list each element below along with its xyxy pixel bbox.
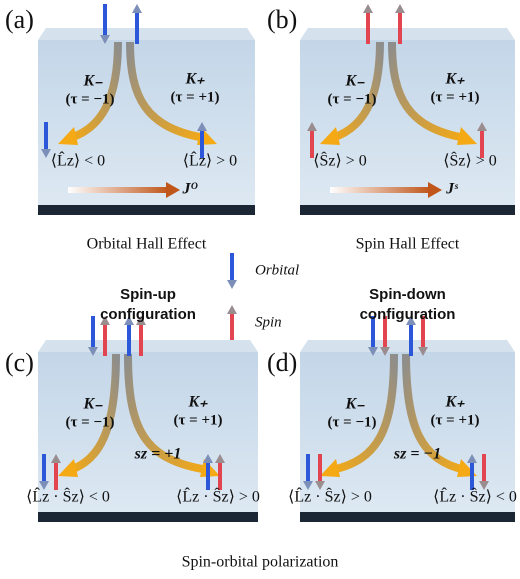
current-label: Jᴼ xyxy=(182,181,199,198)
slab-top xyxy=(38,340,258,352)
slab-top xyxy=(300,28,515,40)
result-right: ⟨Ŝz⟩ > 0 xyxy=(443,151,497,170)
panel-label: (a) xyxy=(5,5,34,34)
panel-caption: Spin Hall Effect xyxy=(356,236,460,253)
slab-top xyxy=(38,28,255,40)
spin-arrow-head xyxy=(227,280,237,289)
sz-label: sz = −1 xyxy=(393,446,441,463)
valley-right: K₊ xyxy=(444,394,465,411)
valley-left: K₋ xyxy=(344,396,365,413)
valley-left: K₋ xyxy=(82,73,103,90)
spin-arrow-head xyxy=(132,4,142,13)
panel: (a) K₋(τ = −1) K₊(τ = +1) ⟨L̂z⟩ < 0 ⟨L̂z⟩ > … xyxy=(5,4,255,253)
panel-label: (c) xyxy=(5,348,34,377)
panel: (b) K₋(τ = −1) K₊(τ = +1) ⟨Ŝz⟩ > 0 ⟨Ŝz⟩ > 0 J… xyxy=(267,4,515,253)
legend-spin: Spin xyxy=(255,314,282,330)
legend-orbital: Orbital xyxy=(255,262,299,278)
current-arrow xyxy=(68,187,168,193)
panel-heading: configuration xyxy=(360,306,456,323)
valley-left: K₋ xyxy=(82,396,103,413)
tau-left: (τ = −1) xyxy=(66,91,115,107)
panel-heading: configuration xyxy=(100,306,196,323)
valley-right: K₊ xyxy=(444,71,465,88)
valley-right: K₊ xyxy=(184,71,205,88)
panel: (d) K₋(τ = −1) K₊(τ = +1) sz = −1 ⟨L̂z · Ŝz⟩… xyxy=(267,286,517,522)
tau-right: (τ = +1) xyxy=(171,89,220,105)
spin-arrow-head xyxy=(227,305,237,314)
tau-left: (τ = −1) xyxy=(328,414,377,430)
result-right: ⟨L̂z · Ŝz⟩ < 0 xyxy=(433,487,517,506)
slab-edge xyxy=(38,512,258,522)
figure-caption: Spin-orbital polarization xyxy=(182,554,339,571)
panel-label: (b) xyxy=(267,5,297,34)
result-left: ⟨L̂z⟩ < 0 xyxy=(51,151,105,170)
panel: (c) K₋(τ = −1) K₊(τ = +1) sz = +1 ⟨L̂z · Ŝz⟩… xyxy=(5,286,260,522)
result-left: ⟨L̂z · Ŝz⟩ > 0 xyxy=(288,487,372,506)
result-right: ⟨L̂z · Ŝz⟩ > 0 xyxy=(176,487,260,506)
result-left: ⟨Ŝz⟩ > 0 xyxy=(313,151,367,170)
slab-top xyxy=(300,340,515,352)
tau-right: (τ = +1) xyxy=(431,412,480,428)
spin-arrow-head xyxy=(363,4,373,13)
panel-label: (d) xyxy=(267,348,297,377)
panel-heading: Spin-up xyxy=(120,286,176,303)
panel-heading: Spin-down xyxy=(369,286,446,303)
tau-left: (τ = −1) xyxy=(328,91,377,107)
valley-left: K₋ xyxy=(344,73,365,90)
slab-edge xyxy=(300,512,515,522)
figure: Spin-orbital polarization Orbital Spin (… xyxy=(0,0,520,579)
slab-edge xyxy=(300,205,515,215)
sz-label: sz = +1 xyxy=(134,446,182,463)
result-right: ⟨L̂z⟩ > 0 xyxy=(183,151,237,170)
current-arrow xyxy=(330,187,430,193)
current-label: Jˢ xyxy=(445,181,459,198)
tau-left: (τ = −1) xyxy=(66,414,115,430)
result-left: ⟨L̂z · Ŝz⟩ < 0 xyxy=(26,487,110,506)
slab-face xyxy=(300,40,515,205)
slab-edge xyxy=(38,205,255,215)
valley-right: K₊ xyxy=(187,394,208,411)
slab-face xyxy=(38,40,255,205)
tau-right: (τ = +1) xyxy=(431,89,480,105)
tau-right: (τ = +1) xyxy=(174,412,223,428)
spin-arrow-head xyxy=(395,4,405,13)
panel-caption: Orbital Hall Effect xyxy=(87,236,207,253)
